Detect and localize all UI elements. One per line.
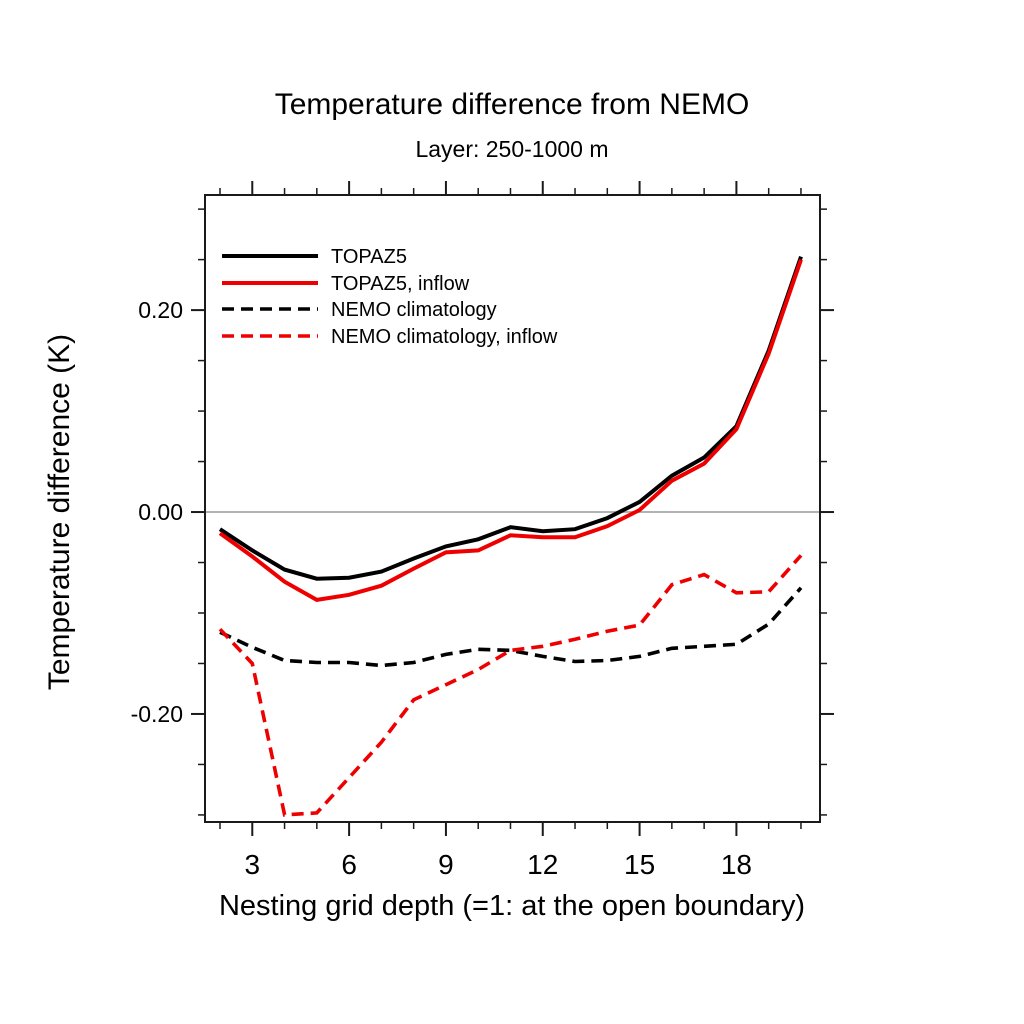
plot-border [204, 194, 821, 823]
legend-label-1: TOPAZ5, inflow [331, 273, 470, 295]
y-tick-label: 0.20 [138, 297, 183, 323]
series-line-1 [218, 258, 803, 602]
legend-label-0: TOPAZ5 [331, 246, 407, 268]
x-axis-label: Nesting grid depth (=1: at the open boun… [218, 890, 806, 922]
series-line-3 [218, 554, 803, 817]
x-tick-label: 6 [341, 849, 357, 880]
chart-title: Temperature difference from NEMO [274, 88, 750, 121]
y-axis-label: Temperature difference (K) [43, 333, 76, 691]
y-tick-label: -0.20 [131, 701, 183, 727]
legend-label-2: NEMO climatology [331, 299, 497, 321]
x-tick-label: 18 [721, 849, 752, 880]
legend-label-3: NEMO climatology, inflow [331, 326, 558, 348]
chart-subtitle: Layer: 250-1000 m [415, 136, 609, 162]
series-line-2 [219, 586, 803, 668]
x-tick-label: 12 [527, 849, 558, 880]
y-tick-label: 0.00 [138, 499, 183, 525]
series-line-0 [218, 255, 803, 581]
x-tick-label: 15 [624, 849, 655, 880]
x-tick-label: 9 [438, 849, 454, 880]
x-tick-label: 3 [244, 849, 260, 880]
